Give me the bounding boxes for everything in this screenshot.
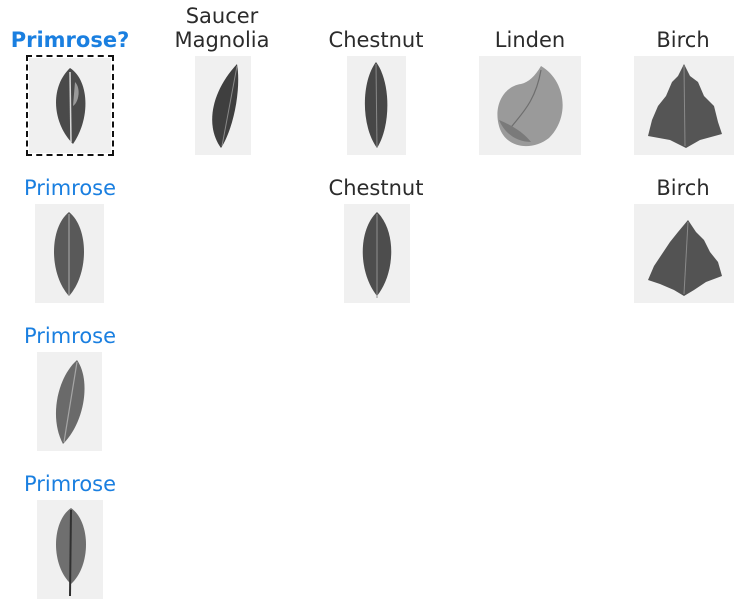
chestnut-leaf-image-1 bbox=[347, 56, 406, 155]
primrose-leaf-image-1 bbox=[35, 204, 104, 303]
birch-leaf-image-1 bbox=[634, 56, 734, 155]
match-label-primrose-3: Primrose bbox=[23, 472, 117, 496]
match-label-primrose-2: Primrose bbox=[23, 324, 117, 348]
chestnut-leaf-image-2 bbox=[344, 204, 410, 303]
primrose-leaf-image-3 bbox=[37, 500, 103, 599]
match-label-chestnut: Chestnut bbox=[328, 176, 424, 200]
match-label-primrose-1: Primrose bbox=[23, 176, 117, 200]
column-label-linden: Linden bbox=[494, 28, 566, 52]
linden-leaf-image bbox=[479, 56, 581, 155]
primrose-leaf-image-2 bbox=[37, 352, 102, 451]
match-label-birch: Birch bbox=[656, 176, 710, 200]
birch-leaf-image-2 bbox=[634, 204, 734, 303]
query-label: Primrose? bbox=[10, 28, 130, 52]
column-label-chestnut: Chestnut bbox=[328, 28, 424, 52]
query-leaf-image bbox=[29, 58, 111, 153]
query-frame bbox=[26, 55, 114, 156]
column-label-birch: Birch bbox=[656, 28, 710, 52]
column-label-saucer-magnolia: Saucer Magnolia bbox=[174, 4, 270, 52]
saucer-magnolia-leaf-image bbox=[195, 56, 251, 155]
